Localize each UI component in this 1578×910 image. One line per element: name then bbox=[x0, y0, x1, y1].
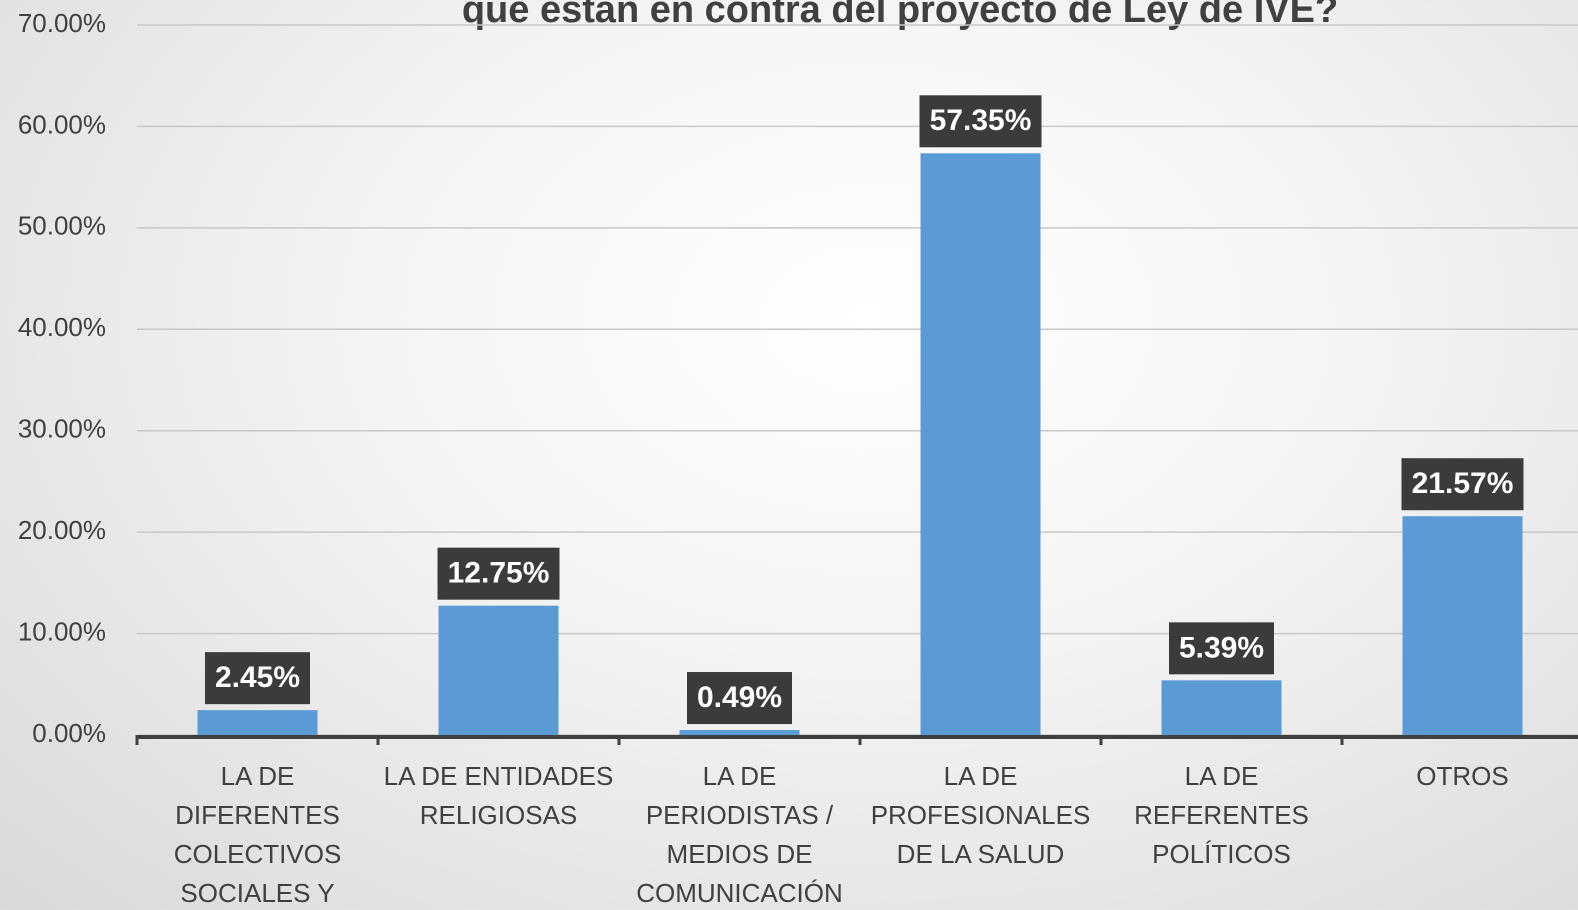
x-tick-label: LA DE PERIODISTAS / MEDIOS DE COMUNICACI… bbox=[636, 761, 843, 908]
y-tick-label: 50.00% bbox=[18, 211, 106, 241]
y-tick-label: 70.00% bbox=[18, 8, 106, 38]
x-tick-label: LA DE DIFERENTES COLECTIVOS SOCIALES Y O… bbox=[173, 761, 342, 908]
y-tick-label: 20.00% bbox=[18, 515, 106, 545]
value-label: 12.75% bbox=[448, 557, 550, 590]
x-tick-label: OTROS bbox=[1416, 761, 1509, 791]
x-tick-label: LA DE ENTIDADES RELIGIOSAS bbox=[383, 761, 614, 830]
bar bbox=[197, 710, 318, 735]
value-label: 0.49% bbox=[697, 681, 782, 714]
bar bbox=[920, 153, 1041, 736]
value-label-box bbox=[1169, 622, 1274, 675]
bar bbox=[1161, 680, 1282, 735]
y-tick-label: 10.00% bbox=[18, 616, 106, 646]
value-label-box bbox=[205, 652, 310, 705]
y-tick-label: 40.00% bbox=[18, 312, 106, 342]
value-label-box bbox=[437, 547, 560, 600]
bar bbox=[1402, 516, 1523, 735]
y-tick-label: 0.00% bbox=[32, 718, 106, 748]
bar bbox=[679, 730, 800, 735]
x-tick-label: LA DE PROFESIONALES DE LA SALUD bbox=[870, 761, 1091, 869]
bar bbox=[438, 605, 559, 735]
x-tick-label: LA DE REFERENTES POLÍTICOS bbox=[1134, 761, 1309, 869]
chart-title: que están en contra del proyecto de Ley … bbox=[462, 0, 1338, 31]
value-label: 5.39% bbox=[1179, 631, 1264, 664]
value-label-box bbox=[687, 672, 792, 725]
value-label: 57.35% bbox=[930, 104, 1032, 137]
value-label: 21.57% bbox=[1412, 467, 1514, 500]
value-label-box bbox=[919, 95, 1042, 148]
value-label-box bbox=[1401, 458, 1524, 511]
y-tick-label: 30.00% bbox=[18, 414, 106, 444]
value-label: 2.45% bbox=[215, 661, 300, 694]
y-tick-label: 60.00% bbox=[18, 109, 106, 139]
